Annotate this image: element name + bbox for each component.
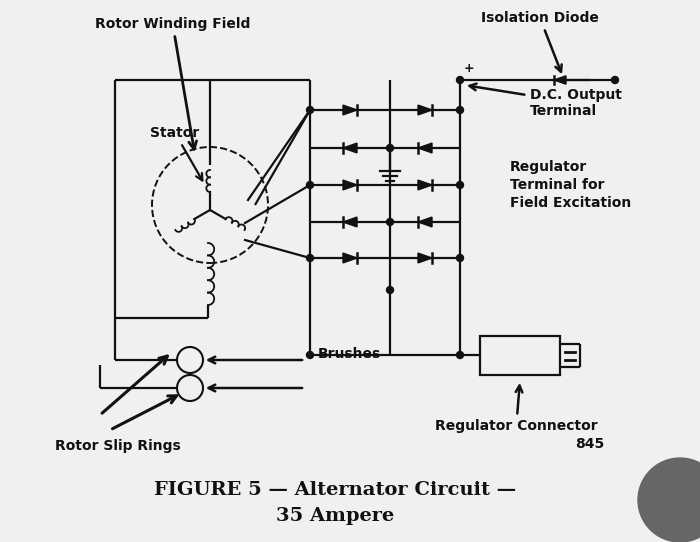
Polygon shape [343, 143, 357, 153]
Text: FIGURE 5 — Alternator Circuit —: FIGURE 5 — Alternator Circuit — [154, 481, 516, 499]
Polygon shape [418, 217, 432, 227]
Circle shape [386, 287, 393, 294]
Text: D.C. Output
Terminal: D.C. Output Terminal [470, 83, 622, 118]
Circle shape [386, 145, 393, 152]
Circle shape [638, 458, 700, 542]
Circle shape [612, 76, 619, 83]
Text: 845: 845 [575, 437, 605, 451]
Circle shape [456, 182, 463, 189]
Polygon shape [418, 105, 432, 115]
Circle shape [307, 182, 314, 189]
Polygon shape [418, 143, 432, 153]
Circle shape [307, 106, 314, 113]
Text: Rotor Slip Rings: Rotor Slip Rings [55, 439, 181, 453]
Polygon shape [554, 76, 566, 84]
Text: Regulator Connector: Regulator Connector [435, 385, 598, 433]
FancyBboxPatch shape [480, 336, 560, 375]
Polygon shape [343, 217, 357, 227]
Circle shape [307, 352, 314, 358]
Circle shape [177, 375, 203, 401]
Polygon shape [418, 253, 432, 263]
Circle shape [177, 347, 203, 373]
Circle shape [456, 352, 463, 358]
Text: Stator: Stator [150, 126, 202, 180]
Circle shape [456, 76, 463, 83]
Text: 35 Ampere: 35 Ampere [276, 507, 394, 525]
Text: Rotor Winding Field: Rotor Winding Field [95, 17, 251, 149]
Circle shape [386, 218, 393, 225]
Text: Regulator
Terminal for
Field Excitation: Regulator Terminal for Field Excitation [510, 159, 631, 210]
Text: +: + [464, 62, 475, 75]
Circle shape [456, 106, 463, 113]
Text: Brushes: Brushes [318, 347, 382, 361]
Polygon shape [343, 180, 357, 190]
Text: Isolation Diode: Isolation Diode [481, 11, 599, 72]
Polygon shape [343, 253, 357, 263]
Polygon shape [418, 180, 432, 190]
Circle shape [456, 255, 463, 261]
Polygon shape [343, 105, 357, 115]
Circle shape [307, 255, 314, 261]
